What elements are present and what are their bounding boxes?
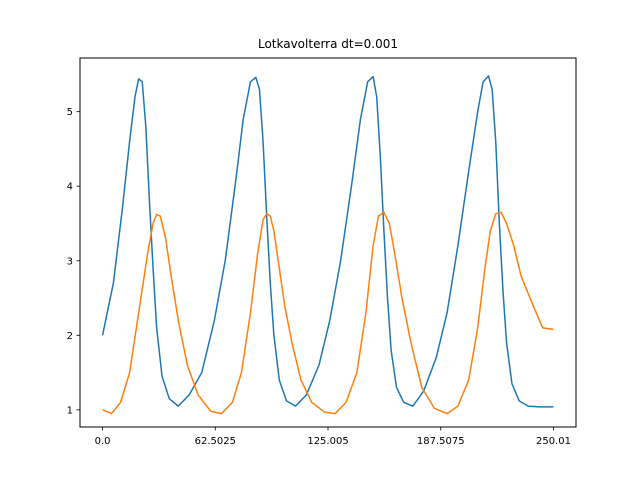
y-tick-label: 1	[67, 405, 73, 416]
x-tick-label: 125.005	[307, 436, 348, 447]
series-line-2	[102, 211, 554, 415]
series-layer	[101, 75, 554, 415]
x-axis: 0.0 62.5025 125.005 187.5075 250.01	[95, 427, 571, 447]
y-tick-label: 5	[67, 107, 73, 118]
y-axis: 1 2 3 4 5	[67, 107, 80, 416]
series-line-1	[101, 75, 554, 408]
x-tick-label: 250.01	[536, 436, 571, 447]
x-tick-label: 0.0	[95, 436, 111, 447]
plot-area	[80, 58, 576, 427]
chart-title: Lotkavolterra dt=0.001	[258, 37, 398, 51]
x-tick-label: 187.5075	[417, 436, 465, 447]
y-tick-label: 3	[67, 256, 73, 267]
x-tick-label: 62.5025	[195, 436, 236, 447]
y-tick-label: 4	[67, 182, 73, 193]
y-tick-label: 2	[67, 331, 73, 342]
